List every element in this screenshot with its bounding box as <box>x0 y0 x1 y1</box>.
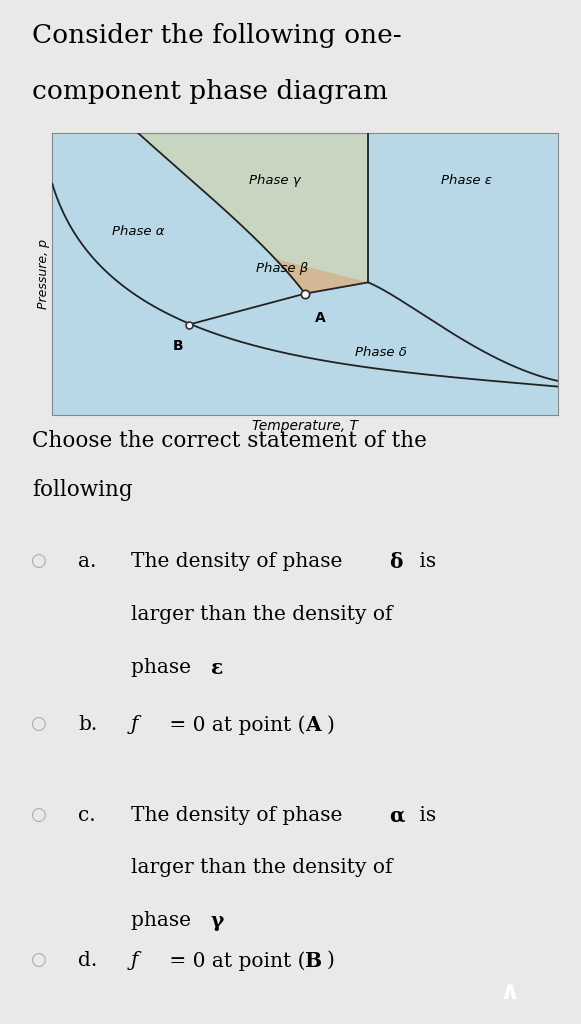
Text: Phase γ: Phase γ <box>249 174 300 187</box>
Text: following: following <box>32 479 132 501</box>
Text: B: B <box>305 951 322 971</box>
Text: phase: phase <box>131 911 197 930</box>
Text: Phase α: Phase α <box>112 225 164 239</box>
Text: = 0 at point (: = 0 at point ( <box>163 716 305 735</box>
Text: ƒ: ƒ <box>131 716 138 734</box>
Text: ○: ○ <box>30 951 46 970</box>
Polygon shape <box>275 259 368 294</box>
Text: Phase ε: Phase ε <box>442 174 492 187</box>
Text: larger than the density of: larger than the density of <box>131 858 392 878</box>
Y-axis label: Pressure, p: Pressure, p <box>37 239 49 309</box>
Text: component phase diagram: component phase diagram <box>32 80 388 104</box>
Text: d.: d. <box>78 951 98 971</box>
Text: Consider the following one-: Consider the following one- <box>32 23 401 48</box>
Text: γ: γ <box>211 911 224 931</box>
Polygon shape <box>138 133 368 294</box>
Text: ): ) <box>327 716 335 734</box>
Text: δ: δ <box>389 552 403 572</box>
Text: b.: b. <box>78 716 98 734</box>
Text: ○: ○ <box>30 552 46 570</box>
Text: is: is <box>413 552 436 571</box>
Text: Phase β: Phase β <box>256 262 309 274</box>
Text: ∧: ∧ <box>500 980 520 1005</box>
Text: c.: c. <box>78 806 96 824</box>
X-axis label: Temperature, T: Temperature, T <box>252 419 358 433</box>
Text: B: B <box>173 339 184 352</box>
Text: The density of phase: The density of phase <box>131 806 349 824</box>
Text: The density of phase: The density of phase <box>131 552 349 571</box>
Text: A: A <box>305 716 321 735</box>
Text: a.: a. <box>78 552 97 571</box>
Text: phase: phase <box>131 657 197 677</box>
Text: ε: ε <box>211 657 223 678</box>
Text: Phase δ: Phase δ <box>355 346 407 359</box>
Text: ): ) <box>327 951 335 971</box>
Text: α: α <box>389 806 405 825</box>
Text: is: is <box>413 806 436 824</box>
Text: ○: ○ <box>30 806 46 823</box>
Text: Choose the correct statement of the: Choose the correct statement of the <box>32 430 427 452</box>
Text: ○: ○ <box>30 716 46 733</box>
Text: = 0 at point (: = 0 at point ( <box>163 951 305 971</box>
Text: A: A <box>315 310 326 325</box>
Text: ƒ: ƒ <box>131 951 138 971</box>
Text: larger than the density of: larger than the density of <box>131 605 392 624</box>
